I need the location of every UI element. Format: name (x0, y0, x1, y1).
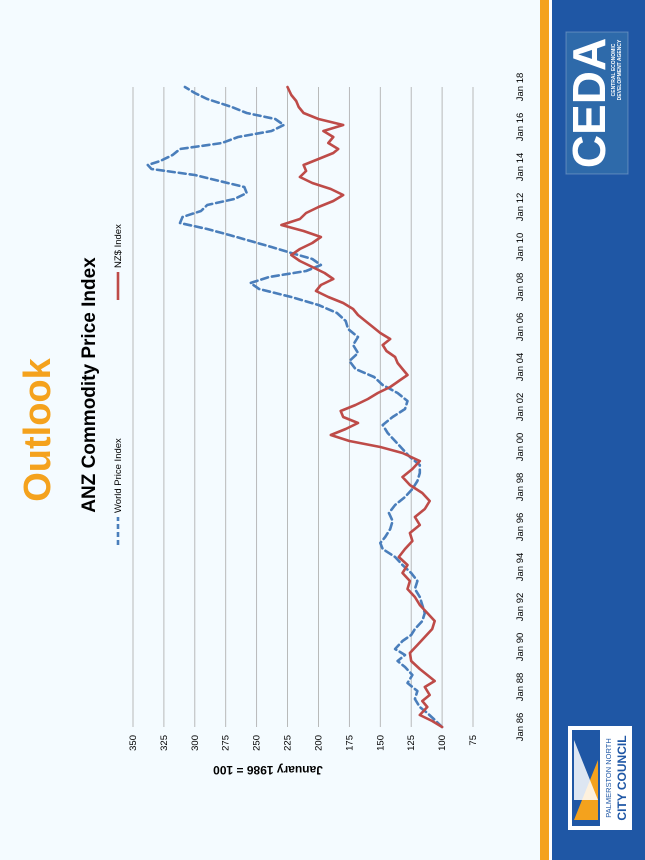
x-tick-labels: Jan 86 Jan 88 Jan 90 Jan 92 Jan 94 Jan 96 Jan … (515, 73, 526, 742)
x-tick-label: Jan 08 (515, 273, 526, 302)
x-tick-label: Jan 00 (515, 433, 526, 462)
y-tick-label: 150 (375, 735, 386, 751)
commodity-price-chart: ANZ Commodity Price Index January 1986 =… (79, 73, 526, 777)
y-tick-label: 200 (313, 735, 324, 751)
x-tick-label: Jan 88 (515, 673, 526, 702)
world-price-index-line (146, 85, 444, 729)
chart-title: ANZ Commodity Price Index (79, 257, 100, 513)
council-logo: PALMERSTON NORTH CITY COUNCIL (568, 726, 632, 830)
x-tick-label: Jan 92 (515, 593, 526, 622)
y-axis-label: January 1986 = 100 (213, 763, 323, 777)
y-tick-label: 300 (190, 735, 201, 751)
y-tick-label: 250 (252, 735, 263, 751)
nzd-index-line (280, 85, 444, 729)
y-tick-label: 175 (344, 735, 355, 751)
ceda-logo-tagline-1: CENTRAL ECONOMIC (611, 43, 617, 96)
x-tick-label: Jan 94 (515, 553, 526, 582)
x-tick-label: Jan 18 (515, 73, 526, 102)
slide-heading: Outlook (17, 357, 59, 501)
x-tick-label: Jan 90 (515, 633, 526, 662)
x-tick-label: Jan 06 (515, 313, 526, 342)
x-tick-label: Jan 86 (515, 713, 526, 742)
x-tick-label: Jan 16 (515, 113, 526, 142)
legend-nzd-label: NZ$ Index (113, 224, 124, 268)
x-tick-label: Jan 98 (515, 473, 526, 502)
y-tick-label: 125 (406, 735, 417, 751)
legend: World Price Index NZ$ Index (113, 224, 124, 545)
ceda-logo-wordmark: CEDA (563, 38, 615, 168)
orange-stripe (540, 0, 549, 860)
x-tick-label: Jan 96 (515, 513, 526, 542)
x-tick-label: Jan 02 (515, 393, 526, 422)
y-tick-label: 100 (437, 735, 448, 751)
white-stripe (549, 0, 552, 860)
y-tick-labels: 75 100 125 150 175 200 225 250 275 300 325 350 (128, 735, 479, 751)
series-layer (146, 85, 444, 729)
ceda-logo-tagline-2: DEVELOPMENT AGENCY (617, 39, 623, 100)
x-tick-label: Jan 12 (515, 193, 526, 222)
x-tick-label: Jan 10 (515, 233, 526, 262)
x-tick-label: Jan 14 (515, 153, 526, 182)
council-logo-line-1: PALMERSTON NORTH (604, 738, 613, 818)
legend-world-label: World Price Index (113, 438, 124, 513)
x-tick-label: Jan 04 (515, 353, 526, 382)
y-tick-label: 275 (221, 735, 232, 751)
y-tick-label: 325 (159, 735, 170, 751)
y-tick-label: 225 (283, 735, 294, 751)
council-logo-mark (572, 730, 600, 826)
ceda-logo: CEDA CENTRAL ECONOMIC DEVELOPMENT AGENCY (563, 31, 629, 175)
gridlines (132, 87, 474, 727)
y-tick-label: 75 (468, 735, 479, 746)
y-tick-label: 350 (128, 735, 139, 751)
council-logo-line-2: CITY COUNCIL (615, 735, 629, 820)
